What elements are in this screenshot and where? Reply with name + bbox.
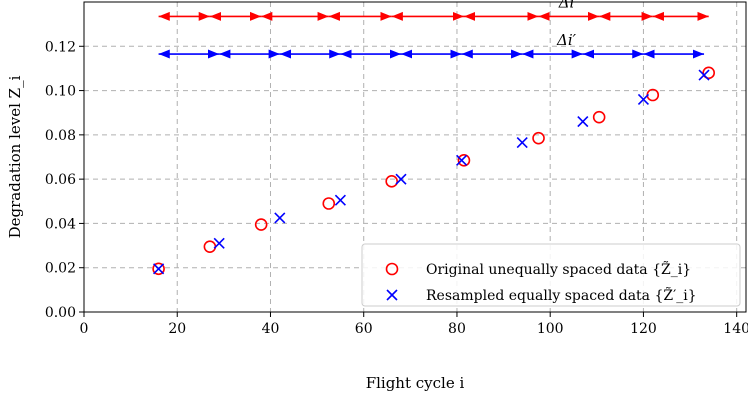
x-tick-label: 140 — [723, 321, 748, 337]
data-point-circle — [322, 197, 336, 210]
legend-label: Original unequally spaced data {Z̃_i} — [426, 260, 691, 278]
y-tick-label: 0.08 — [45, 128, 76, 144]
x-tick-label: 80 — [448, 321, 466, 337]
interval-label: Δi′ — [556, 31, 577, 49]
x-tick-label: 0 — [80, 321, 89, 337]
data-point-circle — [457, 154, 471, 167]
x-tick-label: 40 — [262, 321, 280, 337]
data-point-x — [456, 154, 468, 166]
data-point-x — [334, 194, 346, 206]
data-point-x — [395, 173, 407, 185]
data-point-x — [698, 69, 710, 81]
x-marker-stroke — [274, 212, 286, 224]
plot-frame — [83, 1, 747, 313]
y-tick-label: 0.10 — [45, 84, 76, 100]
x-tick-label: 100 — [537, 321, 564, 337]
y-tick-label: 0.02 — [45, 261, 76, 277]
data-point-x — [153, 263, 165, 275]
interval-label: Δi — [558, 0, 575, 11]
x-marker-stroke — [456, 154, 468, 166]
data-point-circle — [532, 131, 545, 145]
x-marker-stroke — [637, 93, 650, 105]
y-tick-label: 0.00 — [45, 305, 76, 321]
data-point-x — [577, 116, 589, 128]
data-point-x — [637, 93, 650, 105]
x-tick-label: 20 — [168, 321, 186, 337]
x-tick-label: 60 — [355, 321, 373, 337]
data-point-circle — [203, 240, 217, 253]
legend-marker-x — [386, 289, 398, 301]
data-point-x — [213, 237, 225, 249]
y-tick-label: 0.04 — [45, 216, 76, 232]
legend-marker-circle — [385, 262, 399, 276]
legend-label: Resampled equally spaced data {Z̃′_i} — [426, 286, 697, 304]
data-point-x — [516, 137, 528, 149]
legend: Original unequally spaced data {Z̃_i} Res… — [361, 243, 741, 307]
x-marker-stroke — [213, 237, 225, 249]
data-point-x — [274, 212, 286, 224]
data-point-circle — [254, 218, 268, 231]
x-tick-label: 120 — [630, 321, 657, 337]
x-marker-stroke — [395, 173, 407, 185]
x-marker-stroke — [577, 116, 589, 128]
x-axis-label: Flight cycle i — [366, 374, 465, 392]
legend-box — [361, 243, 741, 307]
y-axis-label: Degradation level Z_i — [6, 75, 24, 238]
data-point-circle — [702, 66, 716, 80]
x-marker-stroke — [698, 69, 710, 81]
x-marker-stroke — [516, 137, 528, 149]
data-point-circle — [152, 262, 165, 276]
x-marker-stroke — [153, 263, 165, 275]
y-tick-label: 0.12 — [45, 39, 76, 55]
data-point-circle — [592, 110, 606, 124]
y-tick-label: 0.06 — [45, 172, 76, 188]
x-marker-stroke — [334, 194, 346, 206]
x-marker-stroke — [386, 289, 398, 301]
data-point-circle — [385, 175, 398, 188]
